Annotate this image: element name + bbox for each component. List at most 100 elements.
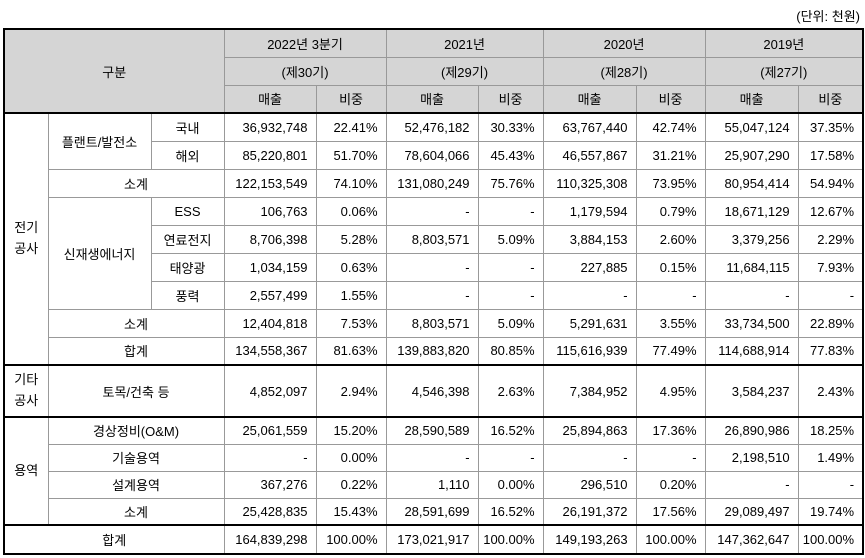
header-share: 비중 [797, 84, 864, 114]
share-cell: - [797, 470, 864, 499]
sales-cell: 28,590,589 [385, 416, 479, 445]
sales-cell: 106,763 [223, 196, 317, 226]
subgroup-plant: 플랜트/발전소 [47, 112, 152, 170]
row-label: 합계 [3, 524, 225, 555]
share-cell: 2.60% [635, 224, 706, 254]
share-cell: 51.70% [315, 140, 387, 170]
header-sales: 매출 [542, 84, 637, 114]
sales-cell: 18,671,129 [704, 196, 799, 226]
sales-cell: 11,684,115 [704, 252, 799, 282]
sales-cell: - [385, 196, 479, 226]
share-cell: 5.28% [315, 224, 387, 254]
group-other: 기타공사 [3, 364, 49, 418]
share-cell: 73.95% [635, 168, 706, 198]
row-fuel-cell: 연료전지 8,706,398 5.28% 8,803,571 5.09% 3,8… [4, 224, 864, 254]
sales-cell: - [542, 443, 637, 472]
share-cell: 0.79% [635, 196, 706, 226]
row-solar: 태양광 1,034,159 0.63% - - 227,885 0.15% 11… [4, 252, 864, 282]
header-row-measures: 매출 비중 매출 비중 매출 비중 매출 비중 [4, 84, 864, 114]
sales-cell: 25,428,835 [223, 497, 317, 526]
sales-cell: 149,193,263 [542, 524, 637, 555]
share-cell: - [477, 443, 544, 472]
sales-cell: 25,894,863 [542, 416, 637, 445]
sales-cell: 85,220,801 [223, 140, 317, 170]
sales-cell: 36,932,748 [223, 112, 317, 142]
header-sales: 매출 [704, 84, 799, 114]
sales-cell: 2,198,510 [704, 443, 799, 472]
row-plant-subtotal: 소계 122,153,549 74.10% 131,080,249 75.76%… [4, 168, 864, 198]
share-cell: 0.06% [315, 196, 387, 226]
share-cell: - [797, 280, 864, 310]
sales-cell: 29,089,497 [704, 497, 799, 526]
row-om: 용역 경상정비(O&M) 25,061,559 15.20% 28,590,58… [3, 416, 864, 526]
row-domestic: 전기공사 플랜트/발전소 국내 36,932,748 22.41% 52,476… [3, 112, 864, 366]
header-year-2020: 2020년 [542, 28, 706, 58]
share-cell: 77.49% [635, 336, 706, 366]
sales-cell: - [542, 280, 637, 310]
share-cell: 100.00% [797, 524, 864, 555]
row-civil: 기타공사 토목/건축 등 4,852,097 2.94% 4,546,398 2… [3, 364, 864, 418]
share-cell: 0.22% [315, 470, 387, 499]
share-cell: - [477, 252, 544, 282]
share-cell: 12.67% [797, 196, 864, 226]
header-year-2021: 2021년 [385, 28, 544, 58]
sales-cell: 8,706,398 [223, 224, 317, 254]
header-term-28: (제28기) [542, 56, 706, 86]
sales-cell: 46,557,867 [542, 140, 637, 170]
row-label: ESS [150, 196, 225, 226]
row-overseas: 해외 85,220,801 51.70% 78,604,066 45.43% 4… [4, 140, 864, 170]
sales-cell: 63,767,440 [542, 112, 637, 142]
sales-cell: 8,803,571 [385, 308, 479, 338]
sales-cell: 115,616,939 [542, 336, 637, 366]
header-year-2019: 2019년 [704, 28, 864, 58]
row-label: 기술용역 [47, 443, 225, 472]
row-wind: 풍력 2,557,499 1.55% - - - - - - [4, 280, 864, 310]
share-cell: 75.76% [477, 168, 544, 198]
share-cell: 77.83% [797, 336, 864, 366]
sales-cell: 139,883,820 [385, 336, 479, 366]
header-row-years: 구분 2022년 3분기 2021년 2020년 2019년 [3, 28, 864, 114]
sales-cell: 8,803,571 [385, 224, 479, 254]
revenue-breakdown-table: 구분 2022년 3분기 2021년 2020년 2019년 (제30기) (제… [3, 28, 865, 555]
share-cell: 7.53% [315, 308, 387, 338]
unit-label: (단위: 천원) [796, 9, 860, 24]
share-cell: 0.00% [315, 443, 387, 472]
share-cell: 54.94% [797, 168, 864, 198]
share-cell: 1.49% [797, 443, 864, 472]
sales-cell: 173,021,917 [385, 524, 479, 555]
sales-cell: - [704, 470, 799, 499]
sales-cell: 5,291,631 [542, 308, 637, 338]
share-cell: 2.94% [315, 364, 387, 418]
share-cell: - [477, 196, 544, 226]
share-cell: 100.00% [315, 524, 387, 555]
sales-cell: 28,591,699 [385, 497, 479, 526]
sales-cell: 114,688,914 [704, 336, 799, 366]
share-cell: 0.63% [315, 252, 387, 282]
subgroup-renewable: 신재생에너지 [47, 196, 152, 310]
row-design-service: 설계용역 367,276 0.22% 1,110 0.00% 296,510 0… [4, 470, 864, 499]
share-cell: 17.36% [635, 416, 706, 445]
share-cell: 15.20% [315, 416, 387, 445]
sales-cell: 1,034,159 [223, 252, 317, 282]
share-cell: 15.43% [315, 497, 387, 526]
sales-cell: - [385, 252, 479, 282]
share-cell: - [635, 443, 706, 472]
share-cell: 80.85% [477, 336, 544, 366]
share-cell: 16.52% [477, 416, 544, 445]
share-cell: 100.00% [477, 524, 544, 555]
share-cell: 1.55% [315, 280, 387, 310]
share-cell: 18.25% [797, 416, 864, 445]
row-renewable-subtotal: 소계 12,404,818 7.53% 8,803,571 5.09% 5,29… [4, 308, 864, 338]
sales-cell: - [385, 443, 479, 472]
sales-cell: 4,546,398 [385, 364, 479, 418]
share-cell: 2.29% [797, 224, 864, 254]
header-share: 비중 [635, 84, 706, 114]
share-cell: 0.00% [477, 470, 544, 499]
sales-cell: - [385, 280, 479, 310]
row-grand-total: 합계 164,839,298 100.00% 173,021,917 100.0… [3, 524, 864, 555]
row-electrical-total: 합계 134,558,367 81.63% 139,883,820 80.85%… [4, 336, 864, 366]
sales-cell: 1,179,594 [542, 196, 637, 226]
row-ess: 신재생에너지 ESS 106,763 0.06% - - 1,179,594 0… [4, 196, 864, 310]
share-cell: 45.43% [477, 140, 544, 170]
